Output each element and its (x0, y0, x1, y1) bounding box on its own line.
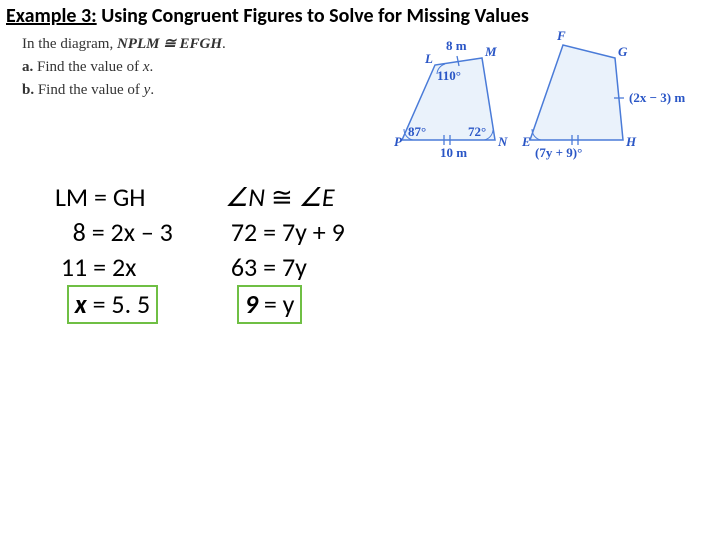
y-step-3: 63 = 7y (225, 250, 345, 285)
y-answer: 9 = y (225, 285, 345, 324)
part-b-label: b. (22, 82, 34, 98)
work-column-x: LM = GH 8 = 2x – 3 11 = 2x x = 5. 5 (55, 180, 173, 324)
x-step-1: LM = GH (55, 180, 173, 215)
ang-N: 72° (468, 124, 486, 139)
expr-GH: (2x − 3) m (629, 90, 685, 105)
congruence-statement: NPLM ≅ EFGH (117, 36, 222, 52)
intro-text: In the diagram, (22, 36, 117, 52)
len-PN: 10 m (440, 145, 467, 160)
problem-statement: In the diagram, NPLM ≅ EFGH. a. Find the… (22, 34, 226, 105)
part-a-text: Find the value of (33, 59, 143, 75)
part-b-text: Find the value of (34, 82, 144, 98)
x-step-2: 8 = 2x – 3 (55, 215, 173, 250)
geometry-diagram: P N L M 10 m 8 m 110° 87° 72° E H F G (2… (380, 30, 710, 165)
y-val: 9 (245, 288, 258, 320)
part-a-label: a. (22, 59, 33, 75)
ang-L: 110° (437, 68, 461, 83)
label-L: L (424, 51, 433, 66)
work-column-y: ∠N ≅ ∠E 72 = 7y + 9 63 = 7y 9 = y (225, 180, 345, 324)
len-LM: 8 m (446, 38, 467, 53)
quad-EFGH (530, 45, 623, 140)
label-F: F (556, 28, 566, 43)
title-prefix: Example 3: (6, 4, 97, 28)
diagram-svg: P N L M 10 m 8 m 110° 87° 72° E H F G (2… (380, 30, 710, 165)
y-answer-box: 9 = y (237, 285, 303, 324)
part-b: b. Find the value of y. (22, 82, 226, 99)
label-E: E (521, 134, 531, 149)
page-title: Example 3: Using Congruent Figures to So… (6, 4, 529, 28)
y-var: = y (258, 288, 294, 320)
title-rest: Using Congruent Figures to Solve for Mis… (97, 4, 529, 28)
label-P: P (394, 134, 403, 149)
x-val: = 5. 5 (87, 288, 151, 320)
part-a: a. Find the value of x. (22, 59, 226, 76)
x-answer: x = 5. 5 (55, 285, 173, 324)
problem-intro: In the diagram, NPLM ≅ EFGH. (22, 34, 226, 53)
x-answer-box: x = 5. 5 (67, 285, 158, 324)
label-H: H (625, 134, 637, 149)
label-N: N (497, 134, 508, 149)
y-step-1: ∠N ≅ ∠E (225, 180, 345, 215)
label-G: G (618, 44, 628, 59)
part-a-var: x (143, 59, 150, 75)
y-step-2: 72 = 7y + 9 (225, 215, 345, 250)
expr-E: (7y + 9)° (535, 145, 582, 160)
x-var: x (75, 288, 87, 320)
part-b-var: y (144, 82, 151, 98)
x-step-3: 11 = 2x (55, 250, 173, 285)
label-M: M (484, 44, 497, 59)
ang-P: 87° (408, 124, 426, 139)
